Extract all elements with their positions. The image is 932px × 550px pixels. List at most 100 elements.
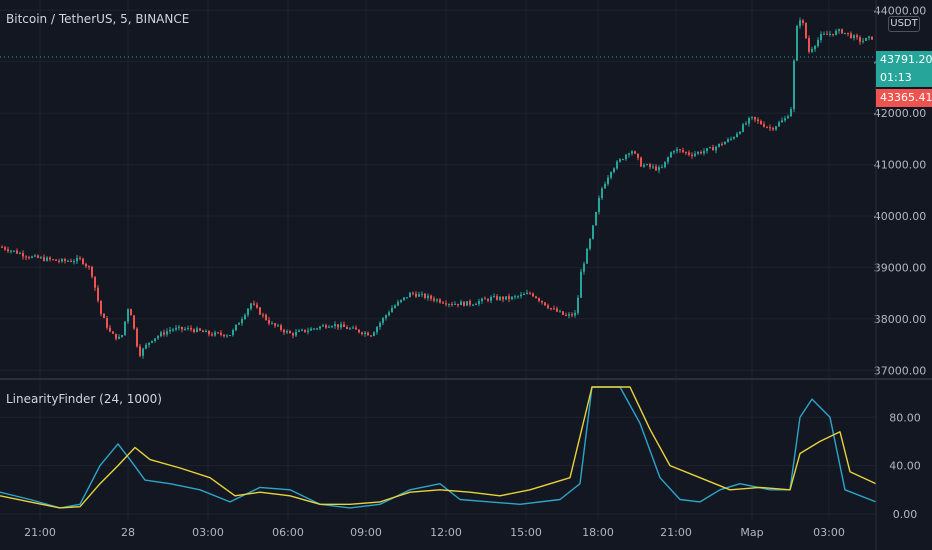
time-tick-label: 12:00: [430, 526, 462, 539]
candle-body: [595, 212, 597, 226]
candle-body: [103, 313, 105, 319]
candle-body: [310, 328, 312, 331]
candle-body: [136, 328, 138, 347]
candle-body: [583, 263, 585, 272]
price-tick-label: 41000.00: [874, 159, 927, 172]
candle-body: [418, 294, 420, 297]
candle-body: [793, 60, 795, 110]
candle-body: [316, 328, 318, 330]
candle-body: [391, 307, 393, 313]
candle-body: [232, 330, 234, 336]
candle-body: [10, 250, 12, 252]
time-tick-label: 15:00: [510, 526, 542, 539]
candle-body: [661, 167, 663, 169]
candle-body: [760, 121, 762, 125]
time-tick-label: Мар: [740, 526, 763, 539]
candle-body: [772, 127, 774, 130]
time-tick-label: 03:00: [192, 526, 224, 539]
candle-body: [457, 303, 459, 306]
time-tick-label: 09:00: [350, 526, 382, 539]
candle-body: [727, 139, 729, 142]
candle-body: [22, 253, 24, 257]
candle-body: [547, 305, 549, 309]
candle-body: [535, 296, 537, 299]
time-tick-label: 06:00: [272, 526, 304, 539]
candle-body: [334, 324, 336, 327]
candle-body: [505, 296, 507, 300]
candle-body: [850, 33, 852, 39]
candle-body: [442, 302, 444, 304]
candle-body: [496, 296, 498, 300]
candle-body: [220, 332, 222, 335]
candle-body: [697, 151, 699, 154]
candle-body: [421, 293, 423, 295]
candle-body: [634, 151, 636, 154]
candle-body: [70, 260, 72, 262]
candle-body: [244, 314, 246, 320]
candle-body: [592, 225, 594, 239]
candle-body: [721, 143, 723, 145]
grid: [0, 0, 876, 520]
candle-body: [493, 296, 495, 298]
candle-body: [25, 256, 27, 258]
candle-body: [46, 257, 48, 261]
candle-body: [832, 33, 834, 35]
candle-body: [484, 298, 486, 300]
candle-body: [574, 312, 576, 316]
oscillator-axis[interactable]: 80.00 40.00 0.00: [889, 411, 921, 521]
candle-body: [40, 257, 42, 259]
candle-body: [364, 332, 366, 335]
time-axis[interactable]: 21:00 28 03:00 06:00 09:00 12:00 15:00 18:00 21:…: [24, 526, 845, 539]
time-tick-label: 21:00: [24, 526, 56, 539]
candle-body: [247, 308, 249, 315]
candle-body: [868, 36, 870, 38]
candle-body: [787, 116, 789, 119]
candle-body: [94, 276, 96, 288]
candle-body: [163, 332, 165, 335]
candle-body: [202, 330, 204, 333]
candle-body: [778, 122, 780, 127]
candle-body: [298, 330, 300, 332]
candle-body: [37, 255, 39, 258]
candle-body: [106, 318, 108, 328]
candle-body: [292, 333, 294, 336]
candle-body: [688, 152, 690, 155]
candle-body: [571, 314, 573, 316]
candle-body: [343, 324, 345, 328]
candle-body: [526, 292, 528, 295]
candle-body: [184, 328, 186, 330]
candle-body: [667, 157, 669, 162]
candle-body: [127, 309, 129, 322]
candle-body: [541, 300, 543, 303]
candle-body: [268, 319, 270, 324]
price-axis[interactable]: 44000.0043000.0042000.0041000.0040000.00…: [874, 4, 927, 377]
candle-body: [130, 309, 132, 316]
candle-body: [196, 328, 198, 332]
oscillator-series-yellow: [0, 386, 877, 509]
candle-body: [100, 300, 102, 314]
time-tick-label: 21:00: [660, 526, 692, 539]
candle-body: [691, 154, 693, 156]
candle-body: [115, 333, 117, 339]
candle-body: [1, 246, 3, 248]
symbol-title[interactable]: Bitcoin / TetherUS, 5, BINANCE: [6, 12, 190, 26]
candle-body: [67, 260, 69, 262]
candle-body: [250, 303, 252, 309]
candle-body: [523, 294, 525, 296]
candle-body: [577, 297, 579, 313]
indicator-title[interactable]: LinearityFinder (24, 1000): [6, 392, 162, 406]
candle-body: [4, 247, 6, 250]
candle-body: [748, 118, 750, 124]
candle-body: [475, 304, 477, 306]
candle-body: [76, 257, 78, 262]
candle-body: [346, 327, 348, 329]
candle-body: [553, 308, 555, 310]
candle-body: [118, 336, 120, 339]
unit-badge[interactable]: USDT: [888, 16, 920, 32]
candle-body: [226, 335, 228, 337]
countdown-tag: 01:13: [876, 69, 932, 87]
candle-body: [49, 257, 51, 260]
candle-body: [529, 292, 531, 294]
candle-body: [52, 259, 54, 261]
